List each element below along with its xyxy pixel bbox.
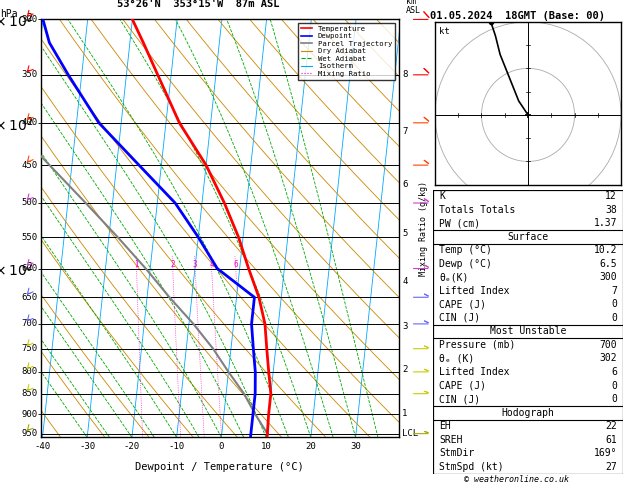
Text: 302: 302 xyxy=(599,353,617,364)
Text: 0: 0 xyxy=(611,299,617,309)
Text: 4: 4 xyxy=(403,277,408,286)
Text: Lifted Index: Lifted Index xyxy=(439,286,509,296)
Text: 1: 1 xyxy=(134,260,139,268)
Text: 3: 3 xyxy=(403,322,408,331)
Text: 850: 850 xyxy=(21,389,37,398)
Text: 0: 0 xyxy=(611,313,617,323)
Text: 0: 0 xyxy=(611,381,617,391)
Text: -30: -30 xyxy=(79,442,95,451)
Text: K: K xyxy=(439,191,445,201)
Text: 7: 7 xyxy=(611,286,617,296)
Text: Pressure (mb): Pressure (mb) xyxy=(439,340,515,350)
Text: Dewpoint / Temperature (°C): Dewpoint / Temperature (°C) xyxy=(135,463,304,472)
Text: 600: 600 xyxy=(21,264,37,273)
Text: Temp (°C): Temp (°C) xyxy=(439,245,492,255)
Text: -20: -20 xyxy=(124,442,140,451)
Text: 6: 6 xyxy=(233,260,238,268)
Text: 2: 2 xyxy=(170,260,175,268)
Text: 61: 61 xyxy=(605,434,617,445)
Text: LCL: LCL xyxy=(403,429,418,438)
Text: 4: 4 xyxy=(209,260,214,268)
Text: 7: 7 xyxy=(403,127,408,136)
Text: 1.37: 1.37 xyxy=(594,218,617,228)
Text: kt: kt xyxy=(438,27,450,36)
Text: 8: 8 xyxy=(403,70,408,79)
Text: StmDir: StmDir xyxy=(439,448,474,458)
Text: 650: 650 xyxy=(21,293,37,302)
Text: CAPE (J): CAPE (J) xyxy=(439,299,486,309)
Text: 950: 950 xyxy=(21,429,37,438)
Text: CIN (J): CIN (J) xyxy=(439,394,480,404)
Text: 750: 750 xyxy=(21,344,37,353)
Text: 10.2: 10.2 xyxy=(594,245,617,255)
Text: CIN (J): CIN (J) xyxy=(439,313,480,323)
Text: 0: 0 xyxy=(219,442,224,451)
Text: 550: 550 xyxy=(21,233,37,242)
Text: km
ASL: km ASL xyxy=(406,0,421,15)
Text: Surface: Surface xyxy=(508,231,548,242)
Text: 30: 30 xyxy=(350,442,361,451)
Text: 6.5: 6.5 xyxy=(599,259,617,269)
Text: PW (cm): PW (cm) xyxy=(439,218,480,228)
Text: 300: 300 xyxy=(599,272,617,282)
Text: 20: 20 xyxy=(306,442,316,451)
Text: 450: 450 xyxy=(21,161,37,170)
Text: 5: 5 xyxy=(403,229,408,239)
Text: 10: 10 xyxy=(261,442,272,451)
Text: EH: EH xyxy=(439,421,451,431)
Text: 27: 27 xyxy=(605,462,617,472)
Text: Most Unstable: Most Unstable xyxy=(490,326,566,336)
Text: Mixing Ratio (g/kg): Mixing Ratio (g/kg) xyxy=(420,181,428,276)
Text: 38: 38 xyxy=(605,205,617,214)
Text: θₑ(K): θₑ(K) xyxy=(439,272,469,282)
Legend: Temperature, Dewpoint, Parcel Trajectory, Dry Adiabat, Wet Adiabat, Isotherm, Mi: Temperature, Dewpoint, Parcel Trajectory… xyxy=(298,23,395,80)
Text: 3: 3 xyxy=(193,260,198,268)
Text: 2: 2 xyxy=(403,365,408,374)
Text: 400: 400 xyxy=(21,118,37,127)
Text: © weatheronline.co.uk: © weatheronline.co.uk xyxy=(464,474,569,484)
Text: SREH: SREH xyxy=(439,434,462,445)
Text: 500: 500 xyxy=(21,198,37,208)
Text: Hodograph: Hodograph xyxy=(501,408,554,417)
Text: θₑ (K): θₑ (K) xyxy=(439,353,474,364)
Text: StmSpd (kt): StmSpd (kt) xyxy=(439,462,504,472)
Text: 1: 1 xyxy=(403,409,408,417)
Text: Dewp (°C): Dewp (°C) xyxy=(439,259,492,269)
Text: 350: 350 xyxy=(21,70,37,79)
Text: 22: 22 xyxy=(605,421,617,431)
Text: 01.05.2024  18GMT (Base: 00): 01.05.2024 18GMT (Base: 00) xyxy=(430,11,604,21)
Text: 12: 12 xyxy=(605,191,617,201)
Text: Lifted Index: Lifted Index xyxy=(439,367,509,377)
Text: hPa: hPa xyxy=(0,9,18,19)
Text: 169°: 169° xyxy=(594,448,617,458)
Text: 300: 300 xyxy=(21,15,37,24)
Text: 6: 6 xyxy=(611,367,617,377)
Text: CAPE (J): CAPE (J) xyxy=(439,381,486,391)
Text: 700: 700 xyxy=(21,319,37,329)
Text: 6: 6 xyxy=(403,180,408,189)
Text: 900: 900 xyxy=(21,410,37,419)
Text: 800: 800 xyxy=(21,367,37,376)
Text: -10: -10 xyxy=(169,442,185,451)
Text: 53°26'N  353°15'W  87m ASL: 53°26'N 353°15'W 87m ASL xyxy=(117,0,279,9)
Text: Totals Totals: Totals Totals xyxy=(439,205,515,214)
Text: 0: 0 xyxy=(611,394,617,404)
Text: 700: 700 xyxy=(599,340,617,350)
Text: -40: -40 xyxy=(35,442,50,451)
